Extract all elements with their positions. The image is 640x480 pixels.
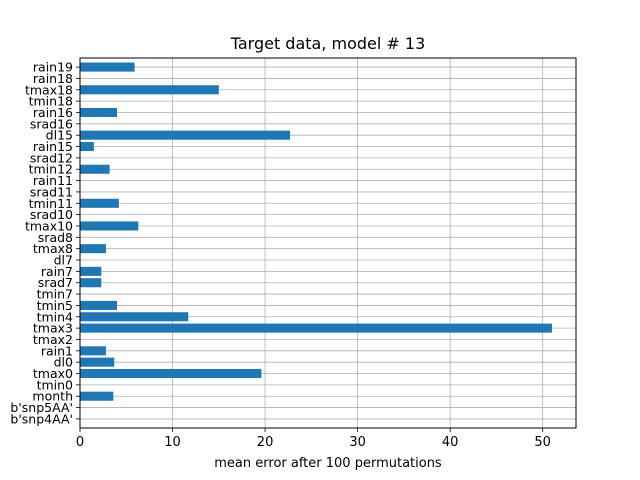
y-tick-label: dl15 — [46, 128, 73, 143]
y-tick-label: rain19 — [33, 60, 73, 75]
bar — [80, 391, 114, 401]
x-tick-label: 0 — [76, 435, 84, 450]
y-tick-label: tmin12 — [29, 162, 73, 177]
y-tick-label: tmax0 — [33, 366, 73, 381]
bar — [80, 221, 139, 231]
x-tick-label: 20 — [257, 435, 274, 450]
y-tick-label: tmax2 — [33, 332, 73, 347]
bar — [80, 323, 552, 333]
y-tick-label: rain7 — [41, 264, 73, 279]
y-tick-label: tmin7 — [37, 287, 73, 302]
x-tick-label: 10 — [164, 435, 181, 450]
y-tick-label: rain15 — [33, 139, 73, 154]
bar — [80, 164, 110, 174]
x-axis: 0 10 20 30 40 50 — [76, 428, 551, 450]
y-tick-label: b'snp4AA' — [10, 411, 73, 426]
bar — [80, 357, 115, 367]
y-tick-label: dl7 — [54, 253, 73, 268]
y-tick-label: rain16 — [33, 105, 73, 120]
y-tick-label: srad8 — [38, 230, 73, 245]
bar — [80, 198, 119, 208]
bar — [80, 130, 291, 140]
y-tick-label: tmin18 — [29, 94, 73, 109]
y-tick-label: b'snp5AA' — [10, 400, 73, 415]
grid-layer — [79, 58, 576, 428]
bar — [80, 300, 118, 310]
bar — [80, 85, 219, 95]
y-tick-label: tmax10 — [25, 218, 73, 233]
y-tick-label: rain11 — [33, 173, 73, 188]
y-tick-label: tmax8 — [33, 241, 73, 256]
bar — [80, 107, 118, 118]
x-tick-label: 50 — [534, 435, 551, 450]
bar — [80, 244, 106, 254]
x-tick-label: 40 — [442, 435, 459, 450]
y-tick-label: tmin11 — [29, 196, 73, 211]
bar — [80, 346, 106, 356]
y-tick-label: srad12 — [30, 150, 73, 165]
bar — [80, 266, 102, 276]
y-tick-label: tmax18 — [25, 82, 73, 97]
y-tick-label: tmin5 — [37, 298, 73, 313]
y-tick-label: srad16 — [30, 116, 73, 131]
bar — [80, 141, 94, 152]
y-tick-label: tmin4 — [37, 309, 73, 324]
y-tick-label: tmax3 — [33, 321, 73, 336]
bar — [80, 278, 102, 288]
y-tick-label: rain18 — [33, 71, 73, 86]
y-tick-label: srad7 — [38, 275, 73, 290]
y-axis: b'snp4AA'b'snp5AA'monthtmin0tmax0dl0rain… — [10, 60, 80, 426]
y-tick-label: rain1 — [41, 343, 73, 358]
y-tick-label: month — [32, 389, 73, 404]
chart-title: Target data, model # 13 — [230, 34, 426, 53]
bars-layer — [80, 62, 552, 401]
y-tick-label: tmin0 — [37, 377, 73, 392]
x-tick-label: 30 — [349, 435, 366, 450]
y-tick-label: srad11 — [30, 184, 73, 199]
plot-frame — [79, 57, 577, 429]
bar — [80, 62, 135, 72]
y-tick-label: dl0 — [54, 355, 73, 370]
y-tick-label: srad10 — [30, 207, 73, 222]
x-axis-label: mean error after 100 permutations — [214, 456, 442, 471]
bar — [80, 312, 189, 322]
bar — [80, 368, 262, 379]
